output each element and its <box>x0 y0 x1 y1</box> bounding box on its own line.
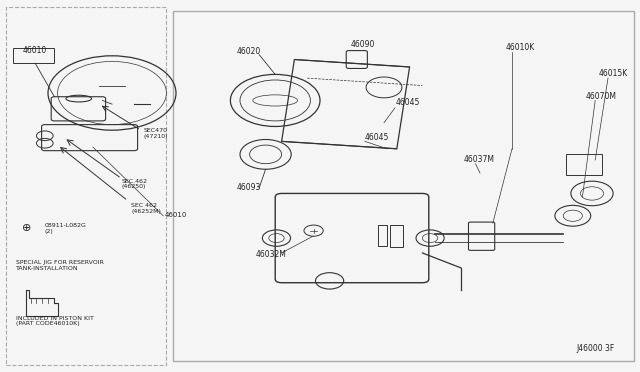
Text: 46045: 46045 <box>365 132 389 141</box>
Text: 46045: 46045 <box>396 98 420 107</box>
Bar <box>173 11 634 361</box>
Text: ⊕: ⊕ <box>22 222 32 232</box>
Text: INCLUDED IN PISTON KIT
(PART CODE46010K): INCLUDED IN PISTON KIT (PART CODE46010K) <box>16 316 94 327</box>
Text: SPECIAL JIG FOR RESERVOIR
TANK-INSTALLATION: SPECIAL JIG FOR RESERVOIR TANK-INSTALLAT… <box>16 260 104 271</box>
Bar <box>566 154 602 175</box>
Text: 46032M: 46032M <box>256 250 287 259</box>
Text: 46015K: 46015K <box>598 69 628 78</box>
Text: 46010: 46010 <box>23 46 47 55</box>
Bar <box>378 225 387 246</box>
Text: 46010: 46010 <box>165 212 188 218</box>
Text: 46090: 46090 <box>351 39 375 48</box>
Text: 46093: 46093 <box>237 183 261 192</box>
Text: 46020: 46020 <box>237 47 261 56</box>
Text: 46010K: 46010K <box>506 43 535 52</box>
Bar <box>6 7 166 365</box>
Text: SEC 462
(46252M): SEC 462 (46252M) <box>131 203 161 214</box>
Text: SEC.462
(46250): SEC.462 (46250) <box>122 179 148 189</box>
Text: SEC470
(47210): SEC470 (47210) <box>144 128 168 139</box>
Text: 46070M: 46070M <box>586 92 616 100</box>
Bar <box>13 48 54 63</box>
Text: 08911-L082G
(2): 08911-L082G (2) <box>45 223 86 234</box>
Text: 46037M: 46037M <box>464 155 495 164</box>
Bar <box>390 225 403 247</box>
Text: J46000 3F: J46000 3F <box>576 344 614 353</box>
